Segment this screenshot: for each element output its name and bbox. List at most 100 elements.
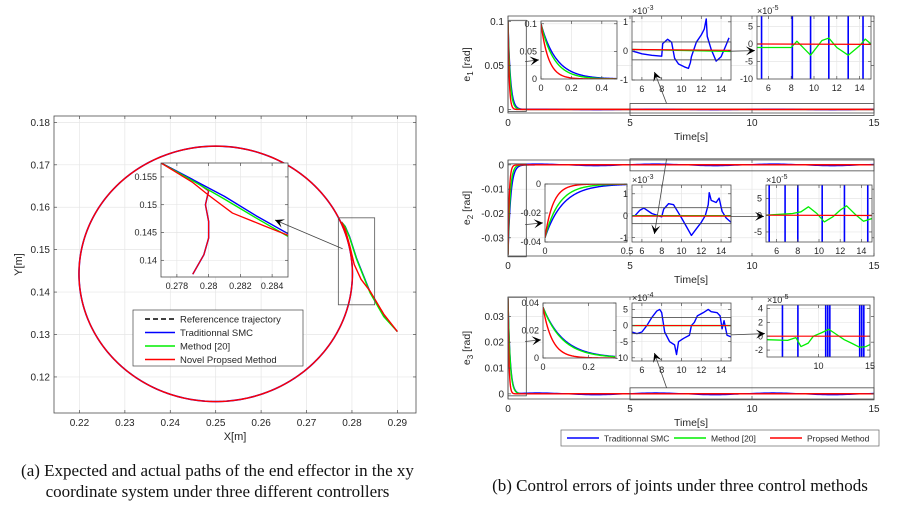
y-axis-label: e2 [rad] bbox=[461, 191, 475, 225]
zoom-arrow-line bbox=[654, 158, 667, 235]
y-label-subscript: 2 bbox=[466, 214, 475, 219]
y-tick-label: 0 bbox=[498, 389, 504, 400]
x-tick-label: 0.284 bbox=[261, 281, 284, 291]
y-tick-label: 0.14 bbox=[31, 288, 51, 299]
y-tick-label: 0 bbox=[534, 353, 539, 363]
y-label-unit: [rad] bbox=[461, 47, 473, 71]
zoom-arrow-line bbox=[730, 333, 766, 336]
y-tick-label: -0.03 bbox=[481, 233, 504, 244]
x-tick-label: 8 bbox=[659, 246, 664, 256]
legend-label: Method [20] bbox=[180, 342, 230, 353]
y-label-subscript: 1 bbox=[466, 71, 475, 76]
x-tick-label: 5 bbox=[627, 261, 633, 272]
x-tick-label: 5 bbox=[627, 118, 633, 129]
exponent-power: -5 bbox=[782, 294, 788, 301]
inset-series-traditionnal-smc bbox=[545, 184, 627, 238]
y-tick-label: -0.02 bbox=[520, 208, 541, 218]
y-tick-label: 0 bbox=[623, 211, 628, 221]
y-tick-label: 5 bbox=[623, 305, 628, 315]
axis-exponent-label: ×10-5 bbox=[757, 5, 779, 16]
inset-series-method20 bbox=[757, 37, 871, 56]
inset-steady-zoom-2: 10 15 -2 0 2 4 ×10-5 bbox=[755, 294, 875, 371]
zoom-arrow-head bbox=[653, 72, 662, 83]
x-tick-label: 8 bbox=[659, 365, 664, 375]
x-tick-label: 0.4 bbox=[596, 83, 609, 93]
y-tick-label: -2 bbox=[755, 345, 763, 355]
x-tick-label: 0.27 bbox=[297, 418, 317, 429]
y-tick-label: 0.12 bbox=[31, 372, 51, 383]
x-tick-label: 0 bbox=[505, 404, 511, 415]
inset-transient: 0 0.2 0 0.02 0.04 bbox=[521, 298, 617, 372]
y-tick-label: -5 bbox=[754, 227, 762, 237]
xy-path-chart: 0.22 0.23 0.24 0.25 0.26 0.27 0.28 0.29 0.12 0.13… bbox=[13, 115, 417, 443]
x-tick-label: 0.2 bbox=[582, 362, 595, 372]
x-tick-label: 14 bbox=[716, 84, 726, 94]
y-tick-label: 0.15 bbox=[31, 245, 51, 256]
x-tick-label: 10 bbox=[676, 84, 686, 94]
y-tick-label: 0.02 bbox=[521, 326, 539, 336]
exponent-power: -5 bbox=[772, 5, 778, 12]
inset-steady-zoom-1: 6 8 10 12 14 -10 -5 0 5 ×10-4 bbox=[615, 292, 732, 375]
zoom-arrow-head bbox=[755, 211, 764, 221]
x-tick-label: 8 bbox=[789, 83, 794, 93]
y-tick-label: 0.155 bbox=[134, 172, 157, 182]
x-tick-label: 10 bbox=[746, 404, 758, 415]
x-tick-label: 0.22 bbox=[70, 418, 90, 429]
x-tick-label: 10 bbox=[814, 246, 824, 256]
x-tick-label: 10 bbox=[809, 83, 819, 93]
x-tick-label: 10 bbox=[746, 118, 758, 129]
y-axis-label: e1 [rad] bbox=[461, 47, 475, 81]
x-tick-label: 14 bbox=[856, 246, 866, 256]
zoom-region-box bbox=[337, 217, 376, 306]
x-tick-label: 10 bbox=[746, 261, 758, 272]
legend-label: Method [20] bbox=[711, 434, 756, 444]
axis-exponent-label: ×10-4 bbox=[632, 292, 654, 303]
axes-frame bbox=[540, 20, 618, 80]
x-tick-label: 15 bbox=[865, 361, 875, 371]
x-tick-label: 8 bbox=[659, 84, 664, 94]
exponent-base: ×10 bbox=[632, 6, 647, 16]
y-tick-label: 1 bbox=[623, 17, 628, 27]
exponent-power: -4 bbox=[647, 292, 653, 299]
zoom-arrow-head bbox=[531, 336, 541, 346]
x-tick-label: 12 bbox=[696, 365, 706, 375]
x-tick-label: 6 bbox=[639, 246, 644, 256]
y-tick-label: 0 bbox=[748, 39, 753, 49]
y-tick-label: -5 bbox=[620, 337, 628, 347]
y-tick-label: 2 bbox=[758, 317, 763, 327]
exponent-base: ×10 bbox=[766, 175, 781, 185]
x-axis-label: Time[s] bbox=[674, 274, 708, 286]
y-tick-label: -0.02 bbox=[481, 209, 504, 220]
x-tick-label: 10 bbox=[676, 365, 686, 375]
x-tick-label: 6 bbox=[639, 84, 644, 94]
y-axis-label: e3 [rad] bbox=[461, 331, 475, 365]
legend-label: Traditionnal SMC bbox=[180, 328, 253, 339]
y-tick-label: 0.01 bbox=[485, 364, 505, 375]
exponent-power: -3 bbox=[647, 5, 653, 12]
x-tick-label: 0.5 bbox=[621, 246, 634, 256]
y-tick-label: 0.145 bbox=[134, 228, 157, 238]
x-tick-label: 15 bbox=[868, 261, 880, 272]
axes-background bbox=[161, 163, 288, 277]
x-tick-label: 12 bbox=[832, 83, 842, 93]
y-tick-label: 5 bbox=[757, 194, 762, 204]
y-tick-label: 0 bbox=[758, 331, 763, 341]
y-tick-label: 4 bbox=[758, 304, 763, 314]
series-approach-novel-propsed-method bbox=[340, 221, 398, 332]
x-tick-label: 12 bbox=[696, 246, 706, 256]
inset-series-traditional-smc bbox=[632, 18, 730, 70]
legend-label: Novel Propsed Method bbox=[180, 355, 277, 366]
zoom-arrow-line bbox=[274, 219, 343, 250]
axis-exponent-label: ×10-5 bbox=[767, 294, 789, 305]
y-tick-label: -1 bbox=[620, 75, 628, 85]
legend-box bbox=[560, 429, 880, 447]
zoom-arrow-head bbox=[275, 219, 286, 228]
x-tick-label: 14 bbox=[855, 83, 865, 93]
x-tick-label: 6 bbox=[766, 83, 771, 93]
inset-series-method20 bbox=[161, 163, 288, 238]
y-label-main: e bbox=[461, 219, 473, 225]
